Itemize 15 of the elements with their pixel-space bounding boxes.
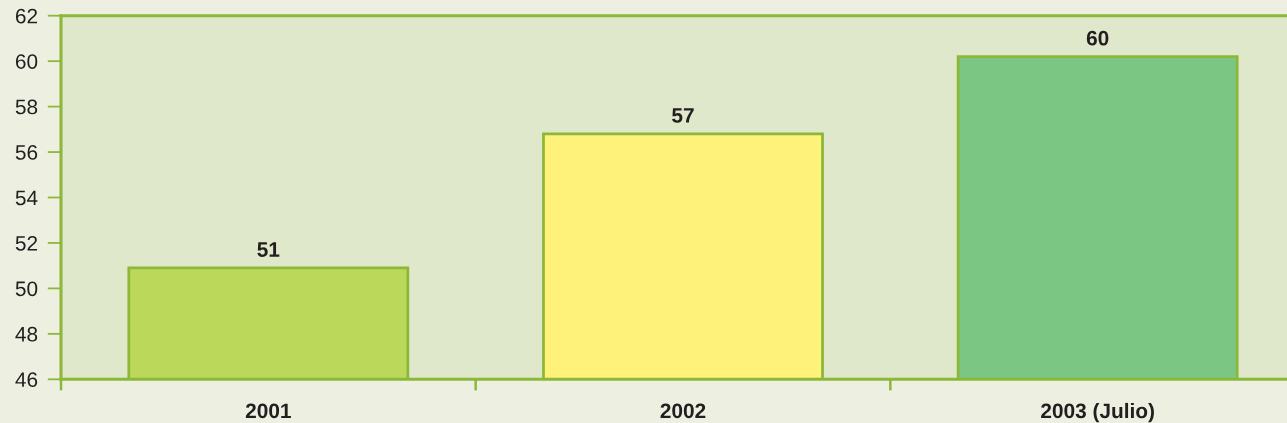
y-tick-label: 46 bbox=[15, 372, 38, 388]
data-label: 57 bbox=[672, 108, 694, 123]
x-tick-label: 2002 bbox=[660, 403, 706, 419]
y-tick-label: 60 bbox=[15, 54, 38, 69]
data-label: 60 bbox=[1086, 30, 1109, 46]
y-tick-label: 48 bbox=[15, 326, 38, 342]
x-tick-label: 2003 (Julio) bbox=[1041, 402, 1154, 423]
data-label: 51 bbox=[257, 242, 280, 257]
y-tick-label: 52 bbox=[15, 235, 38, 251]
y-tick-label: 56 bbox=[15, 145, 38, 160]
y-tick-label: 50 bbox=[15, 281, 38, 297]
y-tick-label: 58 bbox=[15, 99, 38, 115]
y-tick-label: 62 bbox=[15, 8, 38, 24]
y-tick-label: 54 bbox=[15, 190, 38, 206]
x-tick-label: 2001 bbox=[245, 403, 291, 419]
